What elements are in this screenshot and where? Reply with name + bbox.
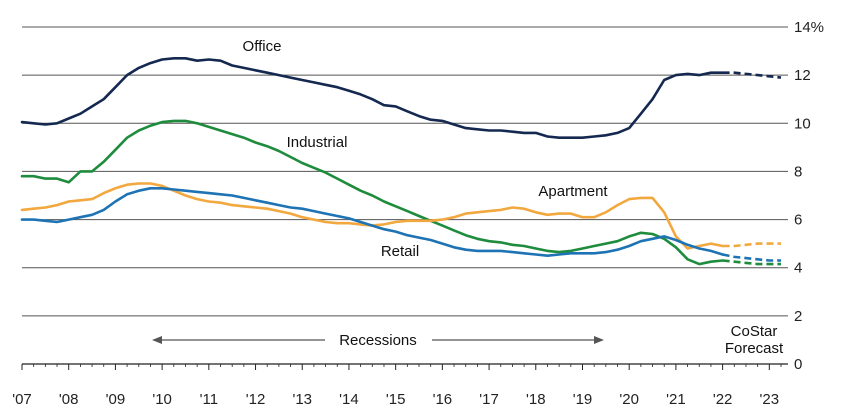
gridlines [22,26,788,317]
y-tick-label: 2 [794,308,802,325]
series-lines [20,56,782,266]
x-tick-label: '15 [386,391,406,408]
y-tick-label: 12 [794,67,811,84]
series-label-apartment: Apartment [538,183,608,200]
x-tick-label: '11 [200,391,218,408]
y-axis-tick-labels: 0 2 4 6 8 10 12 14% [794,19,824,373]
y-tick-label: 10 [794,115,811,132]
series-labels: Office Industrial Apartment Retail [243,38,609,260]
y-tick-label: 8 [794,163,802,180]
x-tick-label: '23 [760,391,780,408]
series-label-retail: Retail [381,243,419,260]
series-forecast-apartment [722,242,781,248]
y-tick-label: 4 [794,260,802,277]
series-forecast-retail [722,253,781,262]
x-tick-label: '08 [59,391,79,408]
series-line-retail [20,187,724,257]
x-tick-label: '18 [526,391,546,408]
x-tick-label: '07 [12,391,32,408]
x-tick-label: '10 [152,391,172,408]
series-label-office: Office [243,38,282,55]
x-tick-label: '20 [619,391,639,408]
x-tick-label: '14 [339,391,359,408]
forecast-annotation: CoStar Forecast [725,323,784,357]
x-tick-label: '22 [713,391,733,408]
recessions-label: Recessions [339,332,417,349]
recessions-arrow-right-head [594,336,604,344]
x-tick-label: '16 [433,391,453,408]
x-tick-label: '17 [479,391,499,408]
y-tick-label: 14% [794,19,824,36]
x-tick-label: '12 [246,391,266,408]
forecast-label-line1: CoStar [731,323,778,340]
y-tick-label: 0 [794,356,802,373]
x-tick-label: '09 [106,391,126,408]
series-forecast-office [722,71,782,79]
series-label-industrial: Industrial [287,134,348,151]
y-tick-label: 6 [794,212,802,229]
recessions-arrow-left-head [152,336,162,344]
x-tick-label: '19 [573,391,593,408]
recessions-annotation: Recessions [152,332,604,349]
x-tick-label: '21 [666,391,686,408]
series-line-office [20,56,724,139]
x-tick-label: '13 [292,391,312,408]
forecast-label-line2: Forecast [725,340,784,357]
series-forecast-industrial [722,259,781,266]
x-axis: '07 '08 '09 '10 '11 '12 '13 '14 '15 '16 '17 '18 '19 '… [12,363,788,408]
series-line-industrial [20,119,724,266]
